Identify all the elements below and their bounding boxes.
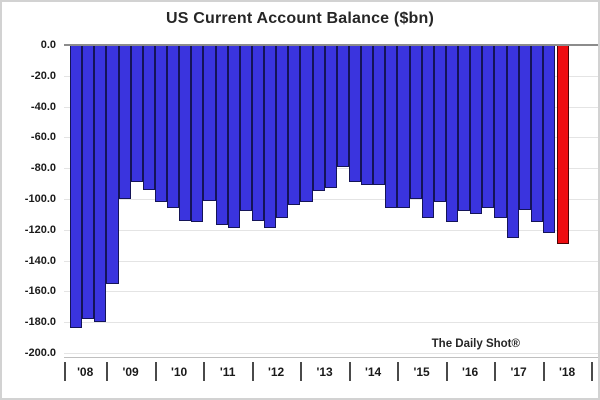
x-axis-tick	[445, 362, 448, 381]
x-year-label-08: '08	[77, 365, 94, 379]
bar	[288, 45, 301, 206]
x-year-label-10: '10	[171, 365, 188, 379]
bar	[482, 45, 495, 209]
bar	[300, 45, 313, 203]
y-tick-label: -100.0	[24, 193, 56, 205]
bar	[264, 45, 277, 229]
x-year-label-14: '14	[365, 365, 382, 379]
gridline	[64, 291, 598, 293]
x-axis-tick	[300, 362, 303, 381]
bar	[506, 45, 519, 238]
x-year-label-17: '17	[510, 365, 527, 379]
bar	[70, 45, 83, 329]
bar	[324, 45, 337, 189]
bar	[82, 45, 95, 320]
bar	[530, 45, 543, 223]
bar	[494, 45, 507, 218]
x-axis-tick	[348, 362, 351, 381]
x-axis-tick	[494, 362, 497, 381]
x-axis-tick	[251, 362, 254, 381]
x-year-label-09: '09	[122, 365, 139, 379]
plot-area: The Daily Shot®	[64, 44, 598, 354]
bar	[154, 45, 167, 203]
y-tick-label: -160.0	[24, 285, 56, 298]
bar	[542, 45, 555, 233]
bar	[118, 45, 131, 199]
bar	[421, 45, 434, 218]
y-tick-label: -200.0	[24, 347, 56, 359]
x-year-label-16: '16	[462, 365, 479, 379]
bar	[409, 45, 422, 199]
bar	[94, 45, 107, 323]
x-axis-tick	[64, 362, 66, 381]
bar	[215, 45, 228, 226]
chart-title: US Current Account Balance ($bn)	[165, 10, 435, 27]
x-year-label-15: '15	[413, 365, 430, 379]
bar	[227, 45, 240, 229]
bar	[458, 45, 471, 212]
bar	[179, 45, 192, 221]
y-tick-label: -80.0	[30, 162, 56, 175]
gridline	[64, 353, 598, 354]
bar-highlight-latest	[557, 45, 570, 244]
x-axis-tick	[154, 362, 157, 381]
x-axis-tick	[397, 362, 400, 381]
x-axis: '08 '09 '10 '11 '12 '13 '14 '15 '16 '17 '18	[64, 357, 598, 388]
gridline	[64, 199, 598, 200]
y-tick-label: -140.0	[24, 254, 56, 267]
y-tick-label: -20.0	[30, 69, 56, 82]
gridline	[64, 229, 598, 231]
zero-axis-line	[64, 44, 598, 46]
x-year-label-13: '13	[316, 365, 333, 379]
gridline	[64, 322, 598, 324]
bar	[191, 45, 204, 223]
bar	[203, 45, 216, 201]
bar	[167, 45, 180, 209]
x-year-label-11: '11	[219, 365, 236, 379]
bar	[433, 45, 446, 203]
bar	[106, 45, 119, 284]
bar	[348, 45, 361, 183]
bar	[251, 45, 264, 221]
bar	[130, 45, 143, 183]
y-tick-label: -180.0	[24, 316, 56, 329]
x-axis-tick	[106, 362, 109, 381]
x-year-label-12: '12	[268, 365, 285, 379]
x-axis-tick	[542, 362, 545, 381]
bar	[397, 45, 410, 209]
bar	[445, 45, 458, 223]
bar	[470, 45, 483, 215]
y-tick-label: -60.0	[30, 131, 56, 144]
y-tick-label: -120.0	[24, 223, 56, 236]
gridline	[64, 260, 598, 262]
x-axis-tick	[591, 362, 594, 381]
bar	[385, 45, 398, 209]
bar	[361, 45, 374, 186]
y-tick-label: -40.0	[30, 100, 56, 113]
bar	[276, 45, 289, 218]
bar	[373, 45, 386, 186]
bar	[518, 45, 531, 210]
y-tick-label: 0.0	[40, 39, 56, 51]
bar	[142, 45, 155, 190]
bar	[336, 45, 349, 167]
bar	[239, 45, 252, 212]
y-axis: 0.0 -20.0 -40.0 -60.0 -80.0 -100.0 -120.0 -140.…	[2, 39, 58, 359]
x-year-label-18: '18	[559, 365, 576, 379]
watermark: The Daily Shot®	[431, 338, 520, 350]
bar	[312, 45, 325, 192]
x-axis-tick	[203, 362, 206, 381]
